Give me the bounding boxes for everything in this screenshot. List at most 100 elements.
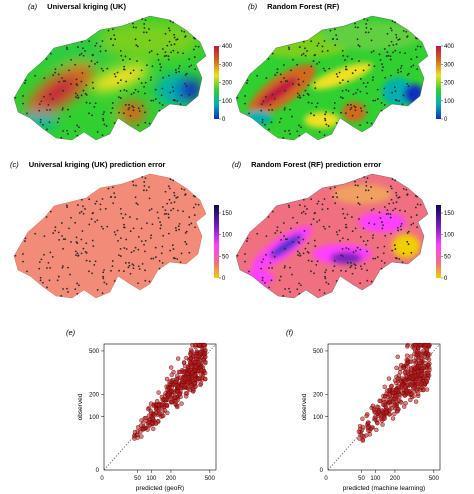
sample-dot	[66, 287, 68, 290]
sample-dot	[265, 95, 267, 98]
scatter-point	[405, 344, 410, 349]
sample-dot	[150, 234, 153, 237]
sample-dot	[49, 210, 52, 213]
sample-dot	[123, 89, 126, 91]
sample-dot	[321, 50, 324, 53]
scatter-point	[418, 342, 423, 348]
sample-dot	[365, 243, 367, 246]
sample-dot	[24, 237, 27, 240]
scatter-point	[191, 388, 196, 393]
sample-dot	[284, 130, 286, 132]
sample-dot	[54, 68, 57, 71]
sample-dot	[77, 254, 80, 257]
sample-dot	[54, 226, 57, 229]
sample-dot	[350, 261, 352, 264]
sample-dot	[406, 232, 409, 234]
sample-dot	[54, 229, 57, 232]
sample-dot	[175, 196, 178, 199]
x-tick-label: 200	[166, 476, 177, 482]
sample-dot	[101, 134, 104, 136]
sample-dot	[346, 55, 349, 58]
sample-dot	[124, 103, 127, 106]
sample-dot	[261, 279, 264, 282]
sample-dot	[119, 49, 122, 52]
colorbar-tick-label: 200	[444, 81, 455, 87]
scatter-point	[408, 354, 414, 359]
sample-dot	[284, 247, 286, 250]
colorbar-tick-label: 200	[222, 81, 233, 87]
sample-dot	[49, 93, 52, 96]
sample-dot	[173, 43, 176, 46]
sample-dot	[125, 248, 128, 250]
x-tick-label: 100	[370, 476, 381, 482]
sample-dot	[85, 84, 88, 87]
scatter-point	[373, 414, 378, 419]
sample-dot	[81, 72, 84, 74]
sample-dot	[74, 221, 77, 224]
sample-dot	[292, 241, 294, 243]
sample-dot	[122, 68, 125, 71]
sample-dot	[287, 204, 290, 207]
sample-dot	[371, 79, 374, 81]
sample-dot	[248, 112, 250, 115]
sample-dot	[110, 269, 112, 272]
scatter-point	[411, 385, 417, 390]
sample-dot	[100, 225, 103, 228]
sample-dot	[57, 117, 60, 120]
sample-dot	[363, 176, 366, 178]
scatter-point	[156, 390, 161, 395]
sample-dot	[56, 279, 59, 282]
sample-dot	[150, 50, 153, 52]
sample-dot	[62, 265, 64, 267]
colorbar-tick-label: 150	[444, 211, 455, 217]
sample-dot	[173, 191, 176, 194]
sample-dot	[103, 269, 105, 271]
sample-dot	[40, 258, 43, 261]
sample-dot	[322, 225, 325, 228]
sample-dot	[354, 184, 357, 187]
sample-dot	[61, 108, 64, 111]
scatter-point	[371, 407, 377, 413]
sample-dot	[158, 267, 161, 270]
sample-dot	[109, 38, 112, 41]
sample-dot	[80, 80, 83, 83]
sample-dot	[118, 254, 120, 257]
sample-dot	[132, 184, 135, 187]
sample-dot	[276, 229, 279, 232]
sample-dot	[338, 229, 341, 232]
sample-dot	[194, 226, 197, 229]
scatter-point	[421, 348, 426, 354]
sample-dot	[316, 44, 319, 47]
sample-dot	[364, 189, 367, 192]
sample-dot	[39, 276, 42, 279]
sample-dot	[398, 258, 401, 260]
scatter-point	[413, 342, 418, 348]
sample-dot	[328, 67, 331, 70]
sample-dot	[58, 238, 61, 241]
scatter-point	[192, 377, 197, 382]
sample-dot	[350, 264, 353, 267]
sample-dot	[344, 217, 346, 219]
sample-dot	[88, 102, 91, 105]
sample-dot	[364, 31, 367, 34]
panel-e-letter: (e)	[66, 328, 76, 337]
map-sample-dots	[14, 18, 422, 297]
sample-dot	[347, 238, 350, 241]
sample-dot	[356, 246, 359, 249]
sample-dot	[175, 71, 178, 74]
sample-dot	[338, 71, 341, 74]
sample-dot	[137, 107, 140, 110]
sample-dot	[401, 261, 404, 264]
sample-dot	[261, 121, 264, 124]
sample-dot	[167, 213, 170, 216]
sample-dot	[167, 216, 170, 219]
sample-dot	[102, 113, 105, 116]
sample-dot	[279, 73, 282, 76]
sample-dot	[384, 234, 387, 237]
sample-dot	[78, 284, 80, 287]
sample-dot	[134, 246, 137, 249]
sample-dot	[101, 292, 104, 294]
sample-dot	[138, 110, 141, 112]
sample-dot	[49, 52, 52, 55]
sample-dot	[112, 186, 114, 189]
